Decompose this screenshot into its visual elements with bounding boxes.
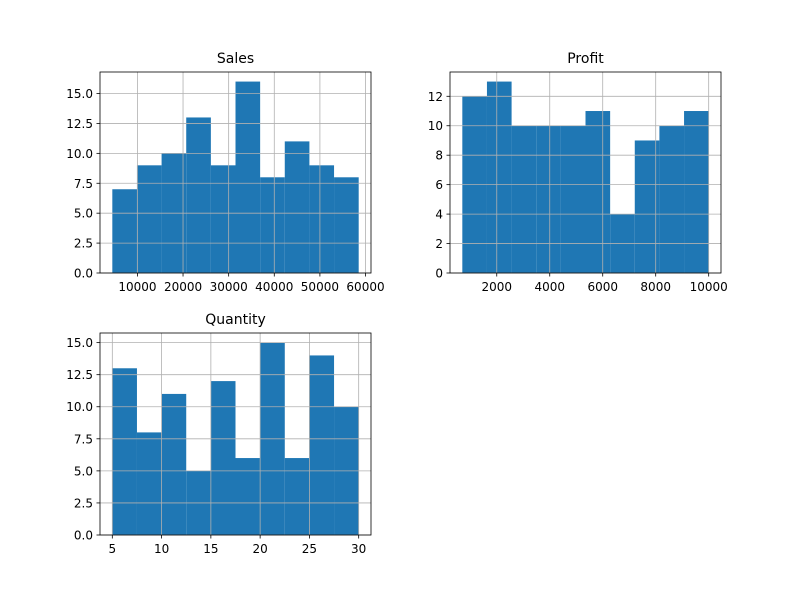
sales-x-tick-label: 20000 [164, 280, 202, 294]
profit-x-tick-label: 8000 [640, 280, 671, 294]
quantity-histogram-panel: Quantity 5 10 15 20 25 30 0.0 2.5 5.0 7.5 10.0 12.5… [66, 312, 372, 556]
quantity-y-tick-label: 10.0 [66, 400, 93, 414]
sales-axes-frame [99, 71, 372, 274]
profit-bar [659, 125, 685, 273]
profit-bar [684, 111, 709, 274]
sales-x-tick-label: 50000 [301, 280, 339, 294]
sales-y-tick-label: 12.5 [66, 117, 93, 131]
profit-histogram-panel: Profit 2000 4000 6000 8000 10000 0 2 4 6 8 10 12 [428, 51, 728, 294]
quantity-x-tick-label: 15 [203, 542, 218, 556]
sales-bar [334, 177, 359, 273]
quantity-bar [284, 458, 310, 535]
sales-y-tick-label: 10.0 [66, 147, 93, 161]
quantity-y-tick-label: 7.5 [74, 432, 93, 446]
quantity-x-tick-label: 30 [351, 542, 366, 556]
quantity-bar [161, 393, 187, 535]
sales-bar [112, 189, 137, 273]
sales-bar [309, 165, 335, 273]
profit-histogram-title: Profit [567, 51, 604, 67]
profit-bar [560, 125, 586, 273]
sales-x-tick-label: 40000 [255, 280, 293, 294]
profit-y-tick-label: 8 [435, 149, 443, 163]
sales-y-tick-label: 15.0 [66, 87, 93, 101]
sales-y-tick-label: 2.5 [74, 237, 93, 251]
quantity-y-tick-label: 5.0 [74, 464, 93, 478]
profit-y-tick-label: 6 [435, 178, 443, 192]
quantity-bar [112, 368, 137, 535]
quantity-bar [235, 458, 261, 535]
quantity-y-tick-label: 15.0 [66, 336, 93, 350]
quantity-bar [210, 381, 236, 535]
profit-bar [511, 125, 537, 273]
sales-bar [235, 81, 261, 273]
quantity-bar [136, 432, 162, 535]
sales-x-tick-label: 10000 [118, 280, 156, 294]
quantity-y-tick-label: 2.5 [74, 496, 93, 510]
profit-y-tick-label: 10 [428, 119, 443, 133]
sales-y-tick-label: 7.5 [74, 177, 93, 191]
sales-bar [136, 165, 162, 273]
sales-x-tick-label: 30000 [210, 280, 248, 294]
sales-histogram-title: Sales [217, 51, 254, 67]
profit-bar [536, 125, 561, 273]
sales-y-tick-label: 0.0 [74, 267, 93, 281]
sales-y-tick-label: 5.0 [74, 207, 93, 221]
quantity-y-tick-label: 0.0 [74, 529, 93, 543]
sales-bar [284, 141, 310, 273]
sales-bar [210, 165, 236, 273]
profit-y-tick-label: 4 [435, 208, 443, 222]
quantity-histogram-title: Quantity [205, 312, 266, 328]
profit-x-tick-label: 2000 [481, 280, 512, 294]
profit-axes-frame [449, 71, 722, 274]
sales-bar [186, 117, 211, 274]
quantity-bar [309, 355, 335, 535]
profit-bar [585, 111, 611, 274]
quantity-x-tick-label: 5 [108, 542, 116, 556]
profit-y-tick-label: 2 [435, 237, 443, 251]
quantity-x-tick-label: 20 [252, 542, 267, 556]
profit-y-tick-label: 12 [428, 90, 443, 104]
quantity-x-tick-label: 25 [302, 542, 317, 556]
quantity-axes-frame [99, 332, 372, 536]
quantity-y-tick-label: 12.5 [66, 368, 93, 382]
sales-x-tick-label: 60000 [346, 280, 384, 294]
profit-x-tick-label: 4000 [534, 280, 565, 294]
profit-x-tick-label: 6000 [587, 280, 618, 294]
profit-bar [486, 81, 512, 273]
sales-bar [260, 177, 285, 273]
quantity-x-tick-label: 10 [154, 542, 169, 556]
profit-y-tick-label: 0 [435, 267, 443, 281]
profit-x-tick-label: 10000 [690, 280, 728, 294]
sales-histogram-panel: Sales 10000 20000 30000 40000 50000 60000 0.0 2… [66, 51, 384, 294]
